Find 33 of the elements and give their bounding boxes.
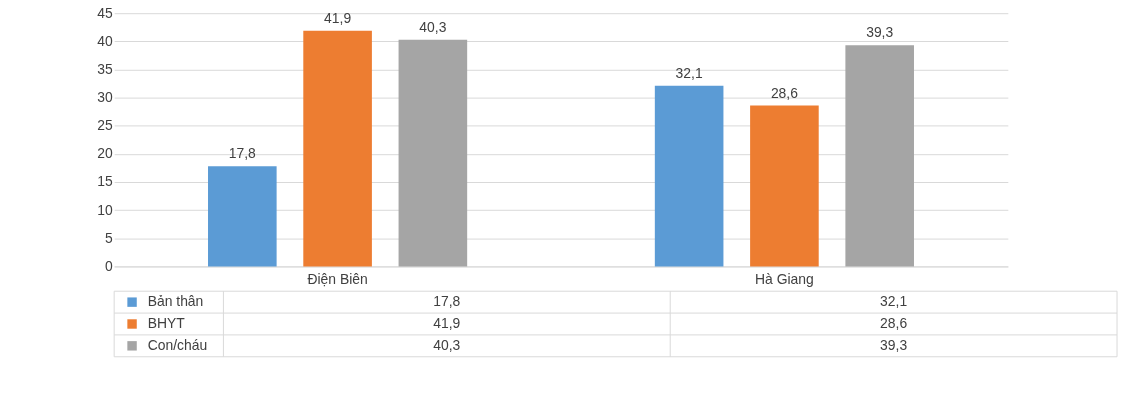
data-label: 17,8 <box>433 293 461 310</box>
data-label: 39,3 <box>880 336 908 353</box>
y-tick-label: 20 <box>97 145 113 162</box>
bar <box>845 45 914 267</box>
data-label: 40,3 <box>433 336 461 353</box>
bar <box>750 105 819 267</box>
bar <box>654 85 724 267</box>
y-tick-label: 25 <box>97 117 113 134</box>
text: 28,6 <box>770 84 798 101</box>
data-label: 32,1 <box>880 293 908 310</box>
y-tick-label: 10 <box>97 201 113 218</box>
text: 39,3 <box>866 24 894 41</box>
text: 40,3 <box>419 18 447 35</box>
legend-label: Bản thân <box>147 293 204 310</box>
bar <box>208 166 277 267</box>
y-tick-label: 45 <box>97 4 113 21</box>
text: 17,8 <box>228 145 256 162</box>
y-tick-label: 40 <box>97 32 113 49</box>
legend-label: BHYT <box>147 314 186 331</box>
y-tick-label: 0 <box>104 257 113 274</box>
y-tick-label: 30 <box>97 89 113 106</box>
bar <box>303 30 372 267</box>
x-tick-label: Hà Giang <box>755 270 814 287</box>
y-tick-label: 5 <box>104 229 113 246</box>
x-tick-label: Điện Biên <box>307 270 368 287</box>
legend-label: Con/cháu <box>147 336 208 353</box>
text: 32,1 <box>675 64 703 81</box>
y-tick-label: 15 <box>97 173 113 190</box>
y-tick-label: 35 <box>97 60 113 77</box>
data-label: 28,6 <box>880 314 908 331</box>
data-label: 41,9 <box>433 314 461 331</box>
bar <box>398 39 468 267</box>
text: 41,9 <box>324 9 352 26</box>
